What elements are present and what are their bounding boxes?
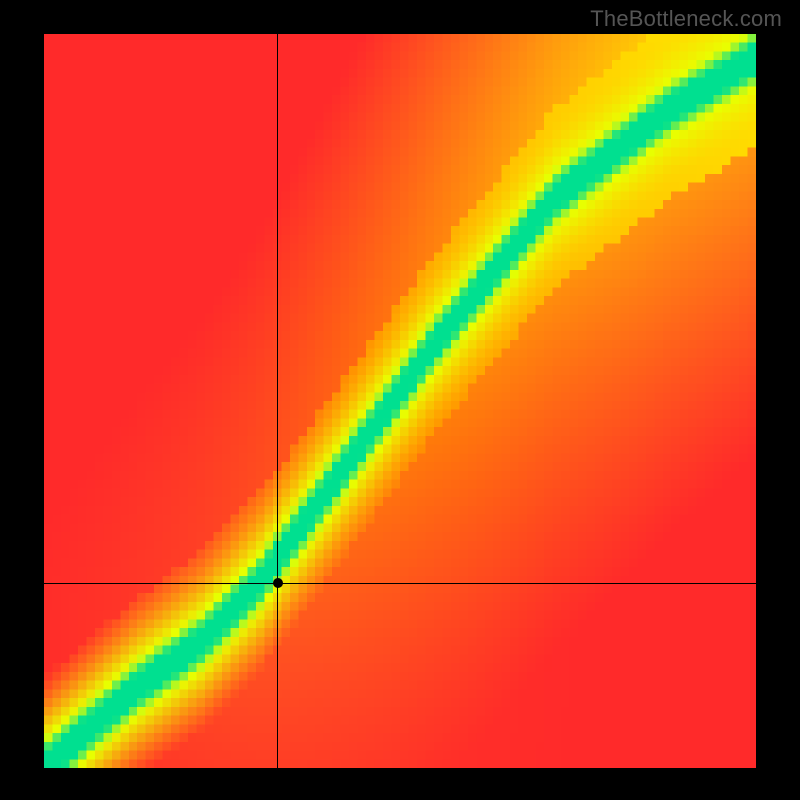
heatmap-canvas: [44, 34, 756, 768]
chart-container: TheBottleneck.com: [0, 0, 800, 800]
marker-dot: [273, 578, 283, 588]
crosshair-horizontal: [44, 583, 756, 584]
crosshair-vertical: [277, 34, 278, 768]
watermark-text: TheBottleneck.com: [590, 6, 782, 32]
